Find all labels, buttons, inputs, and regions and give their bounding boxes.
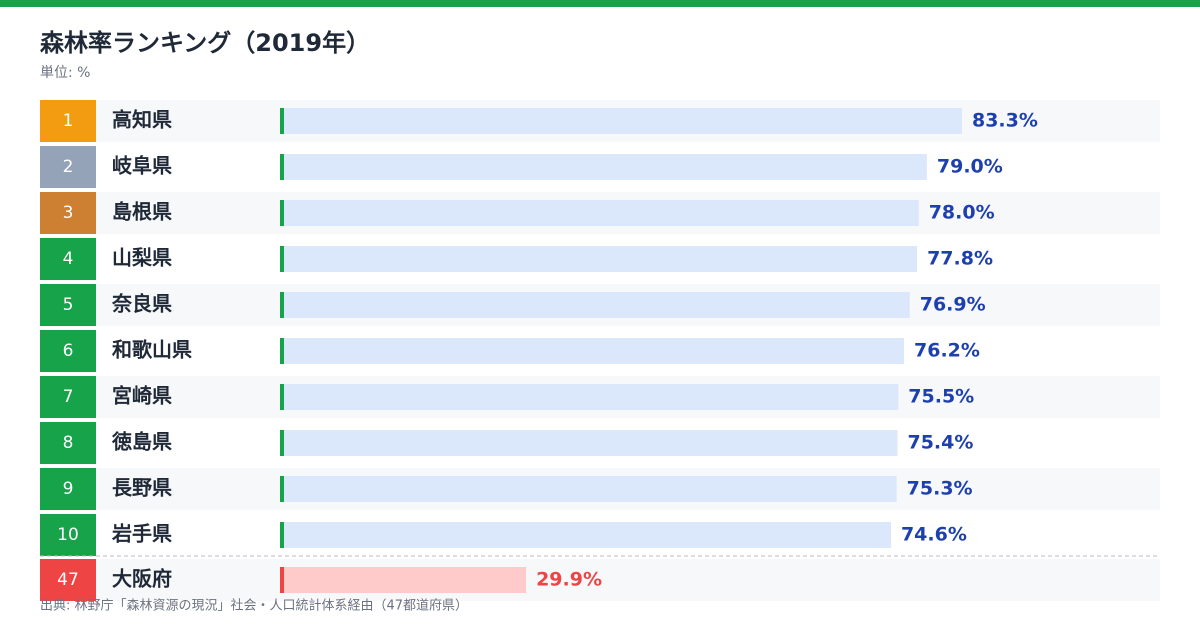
bar-marker <box>280 430 284 456</box>
rank-badge <box>40 468 96 510</box>
rank-badge <box>40 514 96 556</box>
category-label: 岩手県 <box>111 522 172 546</box>
top-accent <box>0 0 1200 7</box>
value-label: 79.0% <box>937 156 1003 178</box>
value-label: 75.4% <box>907 432 973 454</box>
bar <box>282 567 527 593</box>
bar-marker <box>280 384 284 410</box>
category-label: 岐阜県 <box>112 154 172 178</box>
bar-marker <box>280 567 284 593</box>
value-label: 75.3% <box>907 478 973 500</box>
chart-subtitle: 単位: % <box>40 65 90 81</box>
value-label: 74.6% <box>901 524 967 546</box>
rank-badge <box>40 192 96 234</box>
category-label: 山梨県 <box>112 246 172 270</box>
category-label: 高知県 <box>112 108 172 132</box>
bar <box>282 154 927 180</box>
rank-label: 9 <box>63 479 74 499</box>
rank-label: 1 <box>63 111 74 131</box>
rank-label: 47 <box>57 570 79 590</box>
category-label: 島根県 <box>112 200 172 224</box>
value-label: 76.2% <box>914 340 980 362</box>
rank-label: 2 <box>63 157 74 177</box>
source-note: 出典: 林野庁「森林資源の現況」社会・人口統計体系経由（47都道府県） <box>40 598 468 614</box>
value-label: 77.8% <box>927 248 993 270</box>
rank-badge <box>40 100 96 142</box>
value-label: 75.5% <box>908 386 974 408</box>
value-label: 78.0% <box>929 202 995 224</box>
bar <box>282 522 891 548</box>
bar <box>282 200 919 226</box>
rows: 1 高知県 83.3% 2 岐阜県 79.0% 3 島根県 78.0% 4 山梨県 77.8% 5 奈良県… <box>40 100 1160 601</box>
category-label: 徳島県 <box>111 430 172 454</box>
bar <box>282 292 910 318</box>
rank-label: 3 <box>63 203 74 223</box>
rank-label: 4 <box>63 249 74 269</box>
row-bg <box>40 559 1160 601</box>
value-label: 83.3% <box>972 110 1038 132</box>
bar-marker <box>280 246 284 272</box>
category-label: 和歌山県 <box>112 338 192 362</box>
rank-label: 5 <box>63 295 74 315</box>
value-label: 76.9% <box>920 294 986 316</box>
rank-label: 7 <box>63 387 74 407</box>
rank-badge <box>40 559 96 601</box>
category-label: 大阪府 <box>112 567 172 591</box>
category-label: 長野県 <box>112 476 172 500</box>
value-label: 29.9% <box>536 569 602 591</box>
rank-label: 6 <box>63 341 74 361</box>
rank-badge <box>40 284 96 326</box>
bar-marker <box>280 154 284 180</box>
bar-marker <box>280 200 284 226</box>
category-label: 奈良県 <box>111 292 172 316</box>
bar-marker <box>280 292 284 318</box>
rank-badge <box>40 376 96 418</box>
rank-label: 8 <box>63 433 74 453</box>
chart-title: 森林率ランキング（2019年） <box>40 29 370 57</box>
bar <box>282 246 918 272</box>
bar-marker <box>280 522 284 548</box>
bar-marker <box>280 338 284 364</box>
rank-badge <box>40 238 96 280</box>
rank-label: 10 <box>57 525 79 545</box>
bar <box>282 108 962 134</box>
bar <box>282 338 905 364</box>
rank-badge <box>40 422 96 464</box>
bar <box>282 476 897 502</box>
rank-badge <box>40 330 96 372</box>
bar-marker <box>280 476 284 502</box>
category-label: 宮崎県 <box>112 384 172 408</box>
bar-marker <box>280 108 284 134</box>
rank-badge <box>40 146 96 188</box>
bar <box>282 384 899 410</box>
bar <box>282 430 898 456</box>
